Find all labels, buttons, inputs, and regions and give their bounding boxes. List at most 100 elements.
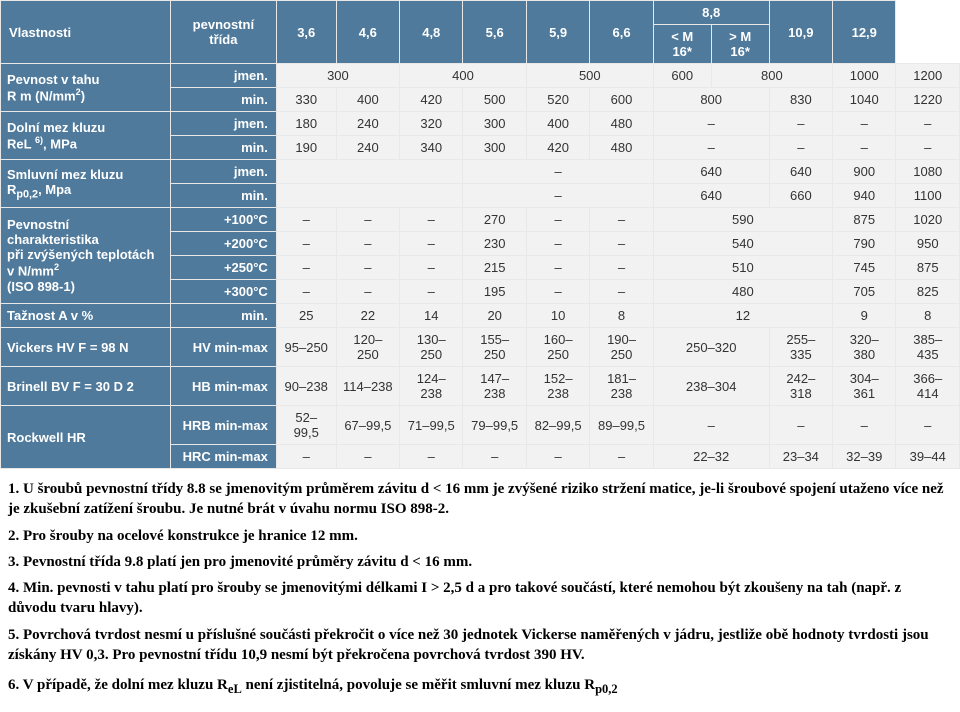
- table-cell: 1000: [833, 64, 896, 88]
- table-cell: 420: [526, 136, 589, 160]
- table-cell: 255–335: [769, 328, 832, 367]
- table-cell: –: [400, 208, 463, 232]
- table-cell: 705: [833, 280, 896, 304]
- row-label: Rockwell HR: [1, 406, 171, 469]
- table-cell: 10: [526, 304, 589, 328]
- row-label: Pevnostní charakteristikapři zvýšených t…: [1, 208, 171, 304]
- table-cell: 300: [276, 64, 399, 88]
- table-cell: [276, 160, 463, 184]
- row-label: Dolní mez kluzuReL 6), MPa: [1, 112, 171, 160]
- row-sublabel: jmen.: [170, 112, 276, 136]
- row-sublabel: min.: [170, 184, 276, 208]
- table-cell: 155–250: [463, 328, 526, 367]
- table-cell: 510: [653, 256, 832, 280]
- table-cell: –: [526, 445, 589, 469]
- row-sublabel: HV min-max: [170, 328, 276, 367]
- table-cell: –: [276, 256, 336, 280]
- table-cell: –: [276, 208, 336, 232]
- table-cell: 242–318: [769, 367, 832, 406]
- col-66: 6,6: [590, 1, 653, 64]
- table-cell: –: [896, 406, 960, 445]
- row-sublabel: HB min-max: [170, 367, 276, 406]
- table-cell: 71–99,5: [400, 406, 463, 445]
- table-cell: –: [400, 280, 463, 304]
- table-cell: 250–320: [653, 328, 769, 367]
- row-sublabel: HRC min-max: [170, 445, 276, 469]
- col-36: 3,6: [276, 1, 336, 64]
- table-cell: 540: [653, 232, 832, 256]
- table-cell: –: [769, 406, 832, 445]
- table-cell: –: [276, 280, 336, 304]
- table-cell: 1080: [896, 160, 960, 184]
- note-6: 6. V případě, že dolní mez kluzu ReL nen…: [8, 675, 952, 698]
- table-cell: 120–250: [336, 328, 399, 367]
- table-cell: –: [590, 208, 653, 232]
- table-cell: 590: [653, 208, 832, 232]
- table-cell: 340: [400, 136, 463, 160]
- table-cell: –: [653, 112, 769, 136]
- table-cell: 25: [276, 304, 336, 328]
- table-cell: 400: [400, 64, 527, 88]
- col-56: 5,6: [463, 1, 526, 64]
- table-cell: 640: [769, 160, 832, 184]
- table-cell: 230: [463, 232, 526, 256]
- table-cell: –: [400, 232, 463, 256]
- table-cell: –: [653, 136, 769, 160]
- table-cell: 152–238: [526, 367, 589, 406]
- table-cell: [276, 184, 463, 208]
- table-cell: 950: [896, 232, 960, 256]
- table-cell: 190: [276, 136, 336, 160]
- table-cell: –: [526, 256, 589, 280]
- table-cell: –: [833, 136, 896, 160]
- table-cell: 790: [833, 232, 896, 256]
- table-cell: –: [336, 208, 399, 232]
- table-cell: 82–99,5: [526, 406, 589, 445]
- row-sublabel: min.: [170, 136, 276, 160]
- table-cell: 8: [590, 304, 653, 328]
- table-cell: –: [590, 280, 653, 304]
- table-cell: –: [526, 280, 589, 304]
- row-label: Brinell BV F = 30 D 2: [1, 367, 171, 406]
- table-cell: 830: [769, 88, 832, 112]
- table-cell: 600: [590, 88, 653, 112]
- table-cell: 745: [833, 256, 896, 280]
- table-cell: –: [400, 445, 463, 469]
- table-cell: 147–238: [463, 367, 526, 406]
- table-cell: 640: [653, 160, 769, 184]
- table-cell: 39–44: [896, 445, 960, 469]
- table-cell: 90–238: [276, 367, 336, 406]
- table-cell: 180: [276, 112, 336, 136]
- table-cell: –: [653, 406, 769, 445]
- table-cell: –: [463, 160, 653, 184]
- table-cell: –: [590, 445, 653, 469]
- row-label: Smluvní mez kluzuRp0,2, Mpa: [1, 160, 171, 208]
- row-label: Pevnost v tahuR m (N/mm2): [1, 64, 171, 112]
- table-cell: –: [526, 208, 589, 232]
- table-cell: –: [336, 280, 399, 304]
- table-cell: –: [590, 232, 653, 256]
- table-cell: 800: [653, 88, 769, 112]
- note-1: 1. U šroubů pevnostní třídy 8.8 se jmeno…: [8, 479, 952, 520]
- table-cell: 480: [590, 136, 653, 160]
- table-cell: –: [896, 112, 960, 136]
- notes-block: 1. U šroubů pevnostní třídy 8.8 se jmeno…: [0, 469, 960, 712]
- table-cell: 240: [336, 136, 399, 160]
- table-cell: 300: [463, 136, 526, 160]
- table-cell: 600: [653, 64, 711, 88]
- note-2: 2. Pro šrouby na ocelové konstrukce je h…: [8, 526, 952, 546]
- table-cell: 79–99,5: [463, 406, 526, 445]
- row-sublabel: +250°C: [170, 256, 276, 280]
- table-cell: –: [400, 256, 463, 280]
- table-cell: 12: [653, 304, 832, 328]
- table-cell: 23–34: [769, 445, 832, 469]
- row-sublabel: +300°C: [170, 280, 276, 304]
- col-129: 12,9: [833, 1, 896, 64]
- properties-table: Vlastnosti pevnostní třída 3,6 4,6 4,8 5…: [0, 0, 960, 469]
- table-cell: 500: [526, 64, 653, 88]
- table-cell: 1020: [896, 208, 960, 232]
- table-cell: 130–250: [400, 328, 463, 367]
- table-cell: 89–99,5: [590, 406, 653, 445]
- row-sublabel: HRB min-max: [170, 406, 276, 445]
- table-cell: 900: [833, 160, 896, 184]
- col-88a: < M 16*: [653, 25, 711, 64]
